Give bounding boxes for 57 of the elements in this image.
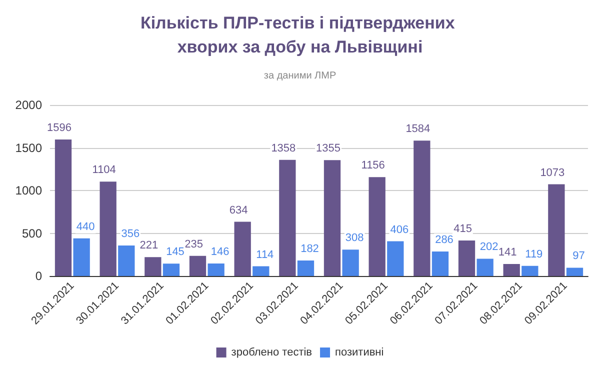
- bar: [548, 184, 565, 276]
- data-label: 634: [229, 204, 248, 216]
- chart-title: Кількість ПЛР-тестів і підтверджених хворих за добу на Львівщині: [140, 14, 460, 56]
- bar: [54, 140, 72, 276]
- bar: [118, 246, 135, 276]
- bar: [189, 256, 206, 276]
- data-label: 235: [184, 238, 203, 250]
- bar: [414, 140, 430, 276]
- bar: [476, 258, 494, 276]
- bar: [324, 160, 341, 276]
- data-label: 415: [454, 223, 472, 236]
- bar: [100, 182, 116, 276]
- data-label: 308: [345, 232, 364, 244]
- bar: [503, 264, 520, 276]
- data-label: 440: [76, 220, 95, 233]
- bar: [342, 250, 359, 276]
- bar: [234, 222, 251, 276]
- bar: [144, 257, 162, 276]
- data-label: 182: [300, 242, 319, 255]
- bar: [432, 252, 449, 276]
- bar: [522, 266, 538, 276]
- data-label: 145: [166, 246, 184, 258]
- data-label: 221: [140, 240, 158, 252]
- y-tick-label: 1500: [15, 140, 42, 155]
- y-tick-label: 1000: [15, 184, 42, 198]
- data-label: 1104: [92, 164, 116, 176]
- data-label: 356: [121, 228, 140, 240]
- data-label: 1584: [406, 123, 430, 136]
- data-label: 286: [435, 234, 454, 246]
- data-label: 202: [480, 241, 498, 254]
- bar: [566, 268, 584, 276]
- data-label: 1355: [316, 142, 340, 155]
- bar: [162, 264, 180, 276]
- data-label: 146: [210, 246, 230, 258]
- data-label: 1073: [540, 166, 565, 179]
- y-tick-label: 2000: [15, 98, 42, 112]
- bar: [387, 241, 404, 276]
- data-label: 97: [572, 250, 585, 262]
- y-tick-label: 0: [35, 269, 42, 283]
- bar: [279, 160, 296, 276]
- bar: [458, 240, 476, 276]
- data-label: 406: [390, 224, 409, 236]
- chart-subtitle: за даними ЛМР: [264, 70, 336, 82]
- legend-label: зроблено тестів: [231, 346, 312, 358]
- legend-label: позитивні: [335, 346, 384, 358]
- bar: [368, 177, 386, 276]
- data-label: 1358: [271, 142, 296, 154]
- data-label: 141: [498, 246, 517, 258]
- data-label: 119: [525, 248, 543, 260]
- data-label: 114: [256, 248, 274, 261]
- bar: [208, 264, 224, 276]
- data-label: 1156: [361, 160, 385, 172]
- bar: [297, 260, 314, 276]
- bar: [252, 266, 270, 276]
- data-label: 1596: [47, 122, 72, 134]
- y-tick-label: 500: [22, 226, 42, 240]
- bar: [73, 238, 90, 276]
